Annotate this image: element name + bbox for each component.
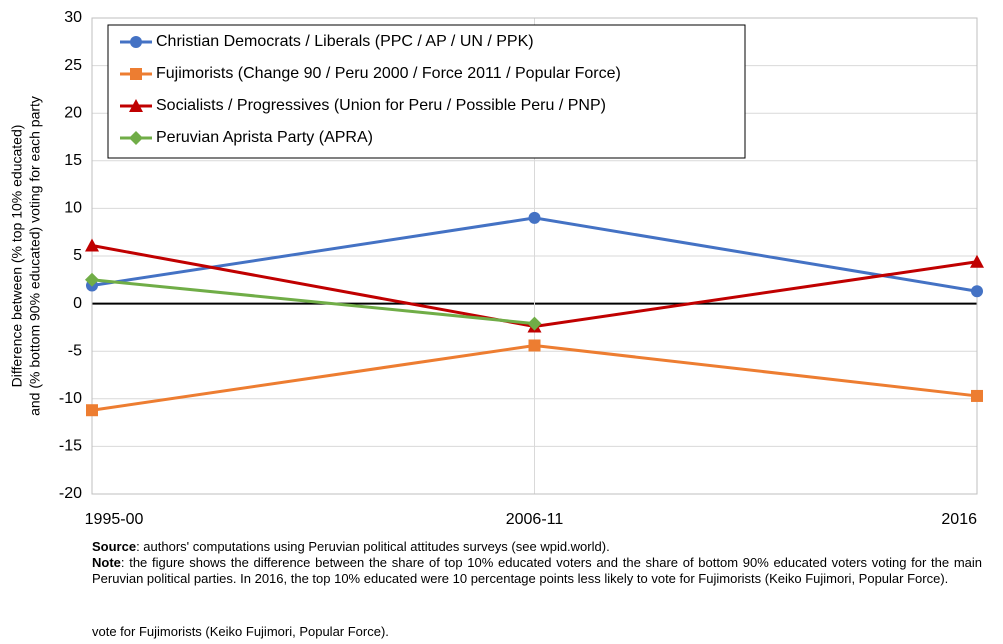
marker [971, 285, 983, 298]
y-tick-label: 0 [73, 295, 82, 312]
marker [971, 389, 983, 402]
source-note: Source: authors' computations using Peru… [92, 539, 982, 555]
y-tick-label: -10 [59, 390, 82, 407]
y-tick-label: -15 [59, 438, 82, 455]
x-tick-label: 1995-00 [85, 511, 144, 528]
legend-marker [129, 131, 143, 145]
x-tick-label: 2006-11 [506, 511, 564, 528]
legend-marker [130, 36, 142, 48]
marker [86, 404, 98, 417]
marker [85, 272, 99, 287]
y-tick-label: -5 [68, 342, 82, 359]
marker [527, 316, 542, 331]
legend-label: Socialists / Progressives (Union for Per… [156, 97, 606, 114]
source-label: Source [92, 539, 137, 554]
y-axis-label: and (% bottom 90% educated) voting for e… [27, 96, 43, 416]
marker [85, 238, 99, 252]
note: Note: the figure shows the difference be… [92, 555, 982, 587]
legend-label: Peruvian Aprista Party (APRA) [156, 129, 373, 146]
marker [528, 339, 541, 352]
marker [970, 254, 984, 268]
note-label: Note [92, 555, 121, 570]
legend-marker [129, 99, 143, 112]
note-text: : the figure shows the difference betwee… [92, 555, 982, 586]
legend-label: Christian Democrats / Liberals (PPC / AP… [156, 33, 534, 50]
y-tick-label: -20 [59, 485, 82, 502]
legend-marker [130, 68, 142, 80]
source-text: : authors' computations using Peruvian p… [136, 539, 610, 554]
y-tick-label: 30 [64, 9, 82, 26]
legend-box [107, 24, 746, 159]
chart: Difference between (% top 10% educated) … [9, 9, 984, 528]
y-axis-label: Difference between (% top 10% educated) [9, 125, 25, 388]
extra-line: vote for Fujimorists (Keiko Fujimori, Po… [92, 624, 389, 639]
y-tick-label: 20 [64, 104, 82, 121]
y-tick-label: 5 [73, 247, 82, 264]
x-tick-label: 2016 [941, 511, 977, 528]
legend-label: Fujimorists (Change 90 / Peru 2000 / For… [156, 65, 621, 82]
y-tick-label: 25 [64, 57, 82, 74]
y-tick-label: 10 [64, 200, 82, 217]
marker [528, 211, 541, 224]
y-tick-label: 15 [64, 152, 82, 169]
series-line [91, 278, 535, 326]
